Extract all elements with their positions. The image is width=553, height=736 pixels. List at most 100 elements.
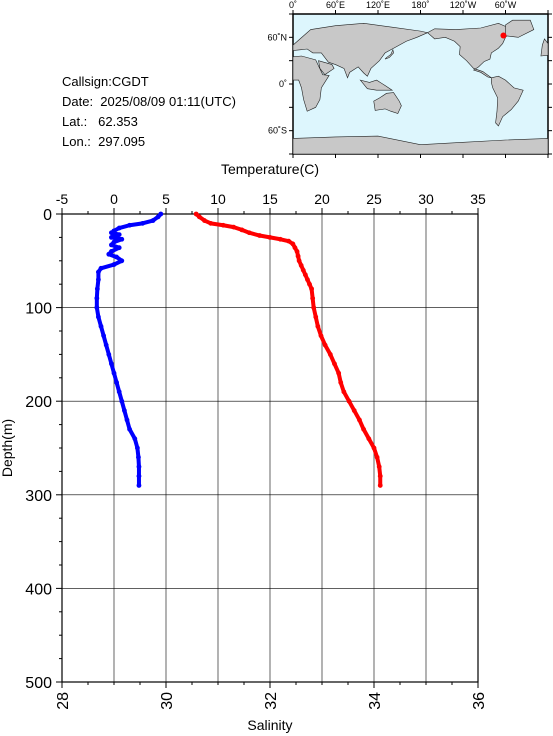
temperature-data-point <box>286 238 292 244</box>
salinity-data-point <box>103 342 109 348</box>
temperature-data-point <box>371 445 377 451</box>
temperature-data-point <box>193 211 199 217</box>
salinity-data-point <box>136 464 142 470</box>
temperature-data-point <box>294 249 300 254</box>
salinity-tick-label: 36 <box>471 692 488 710</box>
salinity-data-point <box>109 230 114 236</box>
temperature-profile-line <box>194 212 383 488</box>
temperature-tick-label: 10 <box>210 191 226 207</box>
temperature-data-point <box>307 281 312 287</box>
temperature-data-point <box>292 245 298 251</box>
temperature-data-point <box>220 222 226 228</box>
map-lon-label: 120˚W <box>450 0 477 10</box>
depth-axis-label: Depth(m) <box>0 419 15 477</box>
salinity-data-point <box>136 454 141 460</box>
north-america-shape <box>427 23 514 79</box>
temperature-tick-label: 20 <box>314 191 330 207</box>
salinity-data-point <box>119 236 125 242</box>
australia-shape <box>373 92 402 114</box>
temperature-data-point <box>327 352 333 357</box>
callsign-text: Callsign:CGDT <box>62 74 149 89</box>
salinity-data-point <box>106 352 112 357</box>
temperature-data-point <box>231 224 237 230</box>
temperature-data-point <box>336 370 342 376</box>
salinity-data-point <box>98 265 104 271</box>
salinity-data-point <box>98 323 104 329</box>
temperature-tick-label: 5 <box>162 191 170 207</box>
salinity-data-point <box>106 251 112 257</box>
temperature-data-point <box>311 305 317 310</box>
temperature-data-point <box>346 398 352 404</box>
station-marker <box>500 32 507 39</box>
temperature-data-point <box>361 426 366 432</box>
longitude-text: Lon.: 297.095 <box>62 134 146 149</box>
salinity-axis-label: Salinity <box>247 717 292 733</box>
temperature-data-point <box>290 241 296 247</box>
salinity-data-point <box>119 258 125 264</box>
salinity-data-point <box>109 242 114 248</box>
temperature-data-point <box>315 323 321 329</box>
temperature-data-point <box>338 380 344 385</box>
temperature-data-point <box>310 295 316 301</box>
salinity-data-point <box>127 222 132 228</box>
temperature-data-point <box>374 454 380 460</box>
latitude-text: Lat.: 62.353 <box>62 114 138 129</box>
salinity-tick-label: 34 <box>367 692 384 710</box>
temperature-data-point <box>295 253 301 259</box>
temperature-tick-label: 25 <box>366 191 382 207</box>
depth-tick-label: 500 <box>25 675 52 692</box>
depth-tick-label: 100 <box>25 301 52 318</box>
temperature-data-point <box>296 258 302 264</box>
salinity-profile-line <box>94 212 163 488</box>
salinity-tick-label: 32 <box>263 692 280 710</box>
temperature-data-point <box>318 333 324 339</box>
salinity-data-point <box>94 295 100 301</box>
temperature-data-point <box>208 220 214 226</box>
salinity-tick-label: 30 <box>159 692 176 710</box>
salinity-data-point <box>124 417 130 423</box>
temperature-data-point <box>341 389 347 395</box>
temperature-data-point <box>377 473 383 479</box>
salinity-data-point <box>96 314 101 320</box>
salinity-data-point <box>114 380 119 385</box>
arabia-shape <box>318 60 335 76</box>
temperature-data-point <box>300 267 306 273</box>
salinity-data-point <box>155 214 161 220</box>
temperature-data-point <box>351 408 357 413</box>
station-info: Callsign:CGDT Date: 2025/08/09 01:11(UTC… <box>62 72 236 152</box>
salinity-data-point <box>96 277 101 282</box>
salinity-data-point <box>94 286 100 292</box>
temperature-data-point <box>305 277 310 282</box>
temperature-data-point <box>202 218 207 223</box>
salinity-data-point <box>136 483 142 488</box>
salinity-data-point <box>116 245 122 251</box>
temperature-tick-label: -5 <box>56 191 69 207</box>
map-lat-label: 0˚ <box>279 79 287 89</box>
temperature-data-point <box>309 286 314 292</box>
iberia-shape <box>540 38 549 57</box>
map-lon-label: 0˚ <box>289 0 297 10</box>
salinity-data-point <box>116 232 122 237</box>
salinity-data-point <box>127 426 132 432</box>
salinity-data-point <box>111 262 117 267</box>
salinity-tick-label: 28 <box>55 692 72 710</box>
salinity-data-point <box>94 305 100 310</box>
depth-tick-label: 400 <box>25 581 52 598</box>
temperature-data-point <box>196 214 202 220</box>
temperature-data-point <box>302 272 308 278</box>
world-map: 0˚ 60˚E 120˚E 180˚ 120˚W 60˚W 60˚N 0˚ 60˚S <box>267 0 552 158</box>
depth-tick-label: 200 <box>25 394 52 411</box>
map-lon-label: 60˚W <box>495 0 517 10</box>
temperature-data-point <box>313 314 319 320</box>
salinity-data-point <box>122 408 127 413</box>
temperature-data-point <box>257 233 262 238</box>
salinity-data-point <box>114 254 119 260</box>
temperature-data-point <box>298 263 304 268</box>
salinity-data-point <box>111 370 117 376</box>
salinity-data-point <box>101 333 106 339</box>
depth-tick-label: 300 <box>25 488 52 505</box>
south-america-shape <box>491 75 524 127</box>
depth-tick-label: 0 <box>43 207 52 224</box>
temperature-data-point <box>322 342 328 348</box>
map-lon-label: 60˚E <box>326 0 345 10</box>
